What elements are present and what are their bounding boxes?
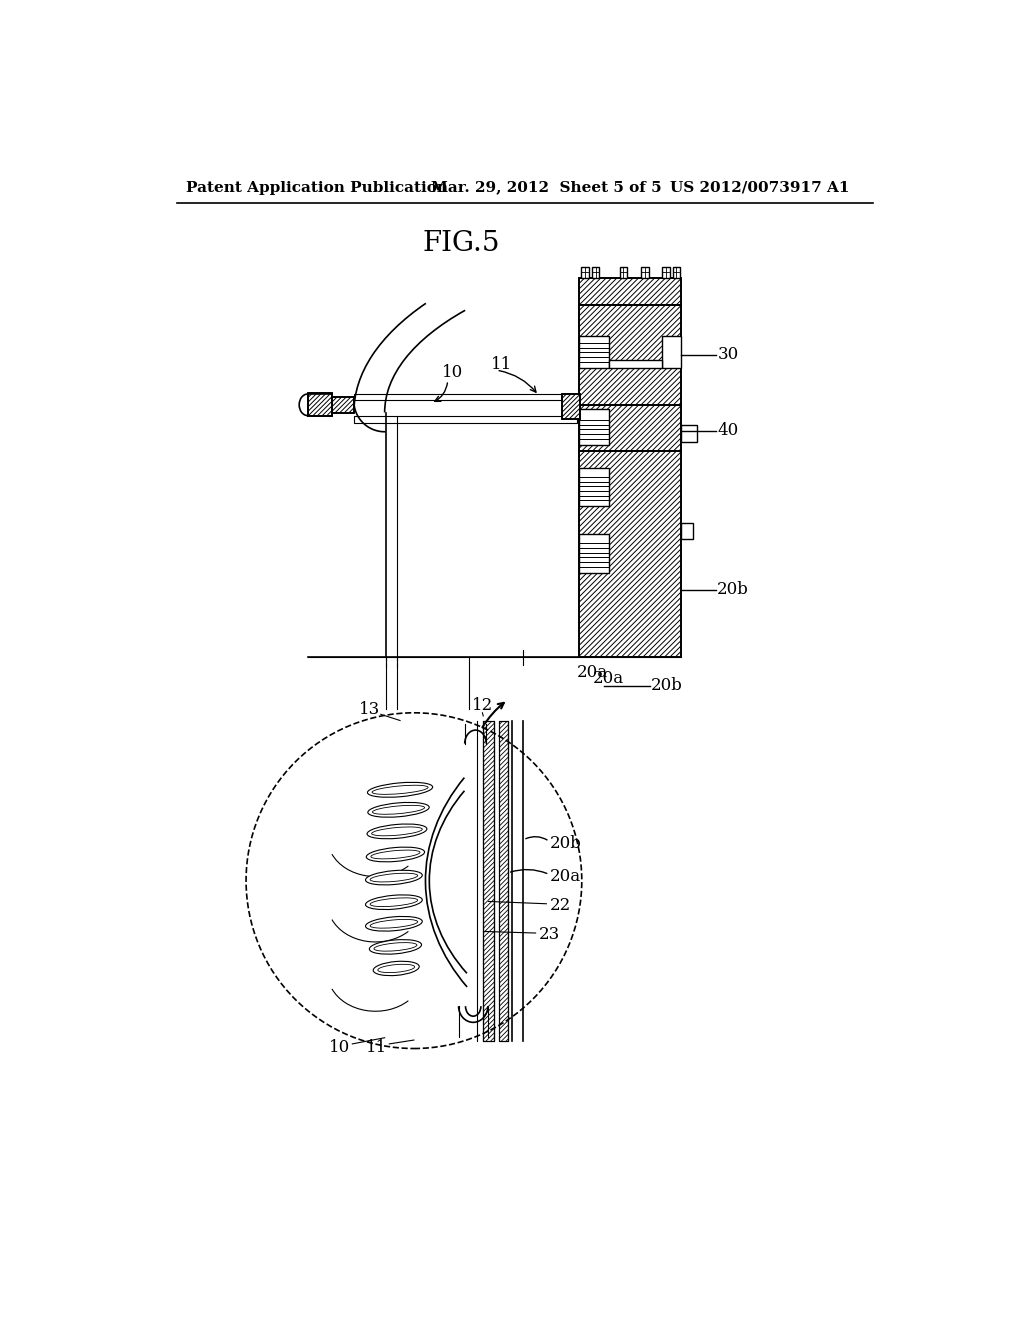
Text: 13: 13: [358, 701, 380, 718]
Ellipse shape: [373, 961, 419, 975]
Bar: [580, 409, 608, 445]
Bar: [608, 360, 662, 368]
Text: 40: 40: [717, 422, 738, 440]
Text: 12: 12: [472, 697, 494, 714]
Text: 10: 10: [330, 1039, 350, 1056]
Ellipse shape: [370, 940, 422, 954]
Text: 20a: 20a: [550, 867, 581, 884]
Bar: [673, 267, 680, 277]
Bar: [662, 267, 670, 277]
Ellipse shape: [366, 916, 422, 931]
Ellipse shape: [366, 895, 422, 909]
Bar: [620, 267, 628, 277]
Ellipse shape: [366, 870, 422, 884]
Bar: [641, 267, 649, 277]
Ellipse shape: [367, 847, 425, 862]
Polygon shape: [307, 393, 333, 416]
Bar: [354, 416, 578, 422]
Text: 20a: 20a: [593, 669, 624, 686]
Bar: [580, 535, 608, 573]
Bar: [592, 267, 599, 277]
Ellipse shape: [368, 783, 433, 797]
Text: FIG.5: FIG.5: [423, 230, 501, 256]
Text: Patent Application Publication: Patent Application Publication: [186, 181, 449, 194]
Polygon shape: [499, 721, 508, 1040]
Text: 23: 23: [539, 927, 560, 942]
Text: 20b: 20b: [717, 581, 750, 598]
Polygon shape: [580, 305, 681, 405]
Text: 11: 11: [490, 356, 512, 374]
Text: US 2012/0073917 A1: US 2012/0073917 A1: [670, 181, 849, 194]
Text: 20b: 20b: [550, 836, 582, 853]
Polygon shape: [333, 397, 354, 412]
Polygon shape: [580, 277, 681, 305]
Ellipse shape: [367, 824, 427, 838]
Text: 22: 22: [550, 896, 570, 913]
Bar: [662, 335, 681, 368]
Polygon shape: [580, 405, 681, 451]
Text: 20b: 20b: [651, 677, 683, 694]
Ellipse shape: [368, 803, 429, 817]
Bar: [581, 267, 589, 277]
Polygon shape: [562, 395, 581, 418]
Bar: [354, 395, 578, 400]
Text: Mar. 29, 2012  Sheet 5 of 5: Mar. 29, 2012 Sheet 5 of 5: [431, 181, 662, 194]
Polygon shape: [580, 451, 681, 657]
Polygon shape: [483, 721, 494, 1040]
Text: 10: 10: [442, 364, 464, 381]
Bar: [580, 335, 608, 368]
Bar: [580, 469, 608, 507]
Text: 30: 30: [717, 346, 738, 363]
Text: 11: 11: [367, 1039, 388, 1056]
Bar: [681, 524, 693, 539]
Bar: [681, 425, 696, 442]
Text: 20a: 20a: [577, 664, 608, 681]
